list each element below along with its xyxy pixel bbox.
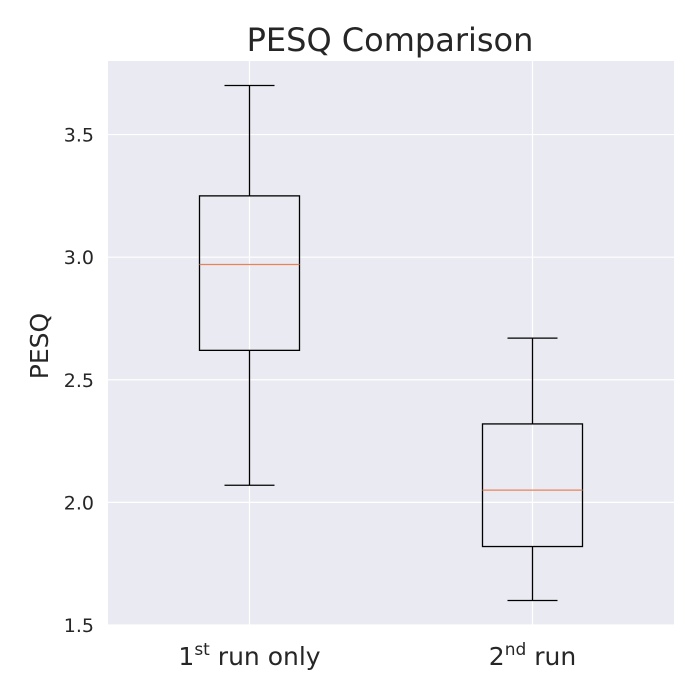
- box-1: [198, 84, 301, 486]
- y-tick-label: 3.0: [64, 247, 94, 269]
- chart-title: PESQ Comparison: [247, 21, 534, 59]
- y-tick-labels: 1.5 2.0 2.5 3.0 3.5: [64, 125, 94, 637]
- iqr-box: [481, 423, 584, 548]
- y-tick-label: 2.5: [64, 370, 94, 392]
- x-category-label: 1st run only: [178, 640, 320, 671]
- boxes: [198, 84, 584, 602]
- y-tick-label: 1.5: [64, 615, 94, 637]
- x-category-labels: 1st run only 2nd run: [178, 640, 576, 671]
- y-tick-label: 3.5: [64, 125, 94, 147]
- iqr-box: [198, 195, 301, 352]
- box-2: [481, 337, 584, 602]
- y-tick-label: 2.0: [64, 492, 94, 514]
- plot-area: [108, 61, 674, 625]
- x-category-label: 2nd run: [489, 640, 576, 671]
- y-axis-label: PESQ: [25, 313, 54, 379]
